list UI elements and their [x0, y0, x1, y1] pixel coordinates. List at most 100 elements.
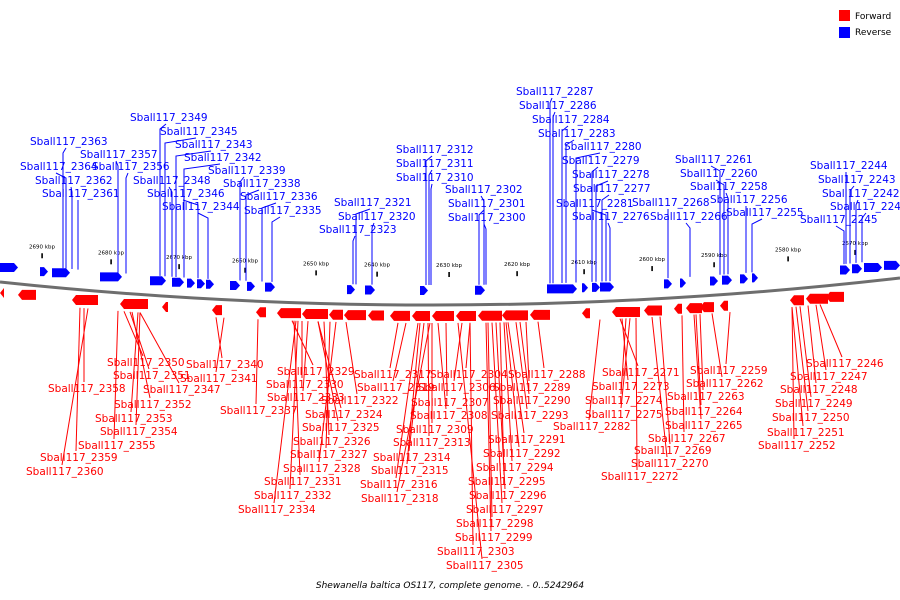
forward-gene-label[interactable]: Sball117_2306: [418, 382, 496, 394]
reverse-gene-label[interactable]: Sball117_2256: [710, 194, 788, 206]
reverse-gene-label[interactable]: Sball117_2348: [133, 175, 211, 187]
reverse-gene-label[interactable]: Sball117_2339: [208, 165, 286, 177]
reverse-gene-label[interactable]: Sball117_2283: [538, 128, 616, 140]
forward-gene-label[interactable]: Sball117_2332: [254, 490, 332, 502]
forward-gene-label[interactable]: Sball117_2291: [488, 434, 566, 446]
reverse-gene-label[interactable]: Sball117_2320: [338, 211, 416, 223]
forward-gene-label[interactable]: Sball117_2305: [446, 560, 524, 572]
forward-gene-label[interactable]: Sball117_2289: [493, 382, 571, 394]
forward-gene-label[interactable]: Sball117_2275: [585, 409, 663, 421]
forward-gene-label[interactable]: Sball117_2248: [780, 384, 858, 396]
forward-gene-label[interactable]: Sball117_2358: [48, 383, 126, 395]
reverse-gene-label[interactable]: Sball117_2300: [448, 212, 526, 224]
forward-gene-label[interactable]: Sball117_2313: [393, 437, 471, 449]
forward-gene-label[interactable]: Sball117_2298: [456, 518, 534, 530]
reverse-gene-label[interactable]: Sball117_2323: [319, 224, 397, 236]
reverse-gene-label[interactable]: Sball117_2258: [690, 181, 768, 193]
forward-gene-label[interactable]: Sball117_2360: [26, 466, 104, 478]
forward-gene-label[interactable]: Sball117_2263: [667, 391, 745, 403]
forward-gene-label[interactable]: Sball117_2354: [100, 426, 178, 438]
forward-gene-label[interactable]: Sball117_2316: [360, 479, 438, 491]
forward-gene-label[interactable]: Sball117_2318: [361, 493, 439, 505]
forward-gene-label[interactable]: Sball117_2327: [290, 449, 368, 461]
forward-gene-label[interactable]: Sball117_2328: [283, 463, 361, 475]
forward-gene-label[interactable]: Sball117_2329: [277, 366, 355, 378]
reverse-gene-label[interactable]: Sball117_2356: [92, 161, 170, 173]
forward-gene-label[interactable]: Sball117_2324: [305, 409, 383, 421]
reverse-gene-label[interactable]: Sball117_2346: [147, 188, 225, 200]
forward-gene-label[interactable]: Sball117_2271: [602, 367, 680, 379]
forward-gene-label[interactable]: Sball117_2309: [396, 424, 474, 436]
forward-gene-label[interactable]: Sball117_2340: [186, 359, 264, 371]
reverse-gene-label[interactable]: Sball117_2261: [675, 154, 753, 166]
forward-gene-label[interactable]: Sball117_2282: [553, 421, 631, 433]
forward-gene-label[interactable]: Sball117_2292: [483, 448, 561, 460]
reverse-gene-label[interactable]: Sball117_2345: [160, 126, 238, 138]
reverse-gene-label[interactable]: Sball117_2279: [562, 155, 640, 167]
forward-gene-label[interactable]: Sball117_2330: [266, 379, 344, 391]
reverse-gene-label[interactable]: Sball117_2321: [334, 197, 412, 209]
forward-gene-label[interactable]: Sball117_2299: [455, 532, 533, 544]
reverse-gene-label[interactable]: Sball117_2361: [42, 188, 120, 200]
forward-gene-label[interactable]: Sball117_2273: [592, 381, 670, 393]
reverse-gene-label[interactable]: Sball117_2362: [35, 175, 113, 187]
forward-gene-label[interactable]: Sball117_2337: [220, 405, 298, 417]
forward-gene-label[interactable]: Sball117_2259: [690, 365, 768, 377]
reverse-gene-label[interactable]: Sball117_2255: [726, 207, 804, 219]
forward-gene-label[interactable]: Sball117_2352: [114, 399, 192, 411]
forward-gene-label[interactable]: Sball117_2355: [78, 440, 156, 452]
reverse-gene-label[interactable]: Sball117_2244: [810, 160, 888, 172]
reverse-gene-label[interactable]: Sball117_2357: [80, 149, 158, 161]
forward-gene-label[interactable]: Sball117_2331: [264, 476, 342, 488]
reverse-gene-label[interactable]: Sball117_2287: [516, 86, 594, 98]
forward-gene-label[interactable]: Sball117_2334: [238, 504, 316, 516]
reverse-gene-label[interactable]: Sball117_2280: [564, 141, 642, 153]
forward-gene-label[interactable]: Sball117_2249: [775, 398, 853, 410]
forward-gene-label[interactable]: Sball117_2247: [790, 371, 868, 383]
reverse-gene-label[interactable]: Sball117_2277: [573, 183, 651, 195]
reverse-gene-label[interactable]: Sball117_2266: [650, 211, 728, 223]
forward-gene-label[interactable]: Sball117_2314: [373, 452, 451, 464]
forward-gene-label[interactable]: Sball117_2353: [95, 413, 173, 425]
reverse-gene-label[interactable]: Sball117_2311: [396, 158, 474, 170]
reverse-gene-label[interactable]: Sball117_2276: [572, 211, 650, 223]
forward-gene-label[interactable]: Sball117_2307: [411, 397, 489, 409]
reverse-gene-label[interactable]: Sball117_2281: [556, 198, 634, 210]
reverse-gene-label[interactable]: Sball117_2364: [20, 161, 98, 173]
reverse-gene-label[interactable]: Sball117_2338: [223, 178, 301, 190]
forward-gene-label[interactable]: Sball117_2270: [631, 458, 709, 470]
forward-gene-label[interactable]: Sball117_2315: [371, 465, 449, 477]
forward-gene-label[interactable]: Sball117_2288: [508, 369, 586, 381]
reverse-gene-label[interactable]: Sball117_2245: [800, 214, 878, 226]
forward-gene-label[interactable]: Sball117_2269: [634, 445, 712, 457]
reverse-gene-label[interactable]: Sball117_2286: [519, 100, 597, 112]
forward-gene-label[interactable]: Sball117_2325: [302, 422, 380, 434]
forward-gene-label[interactable]: Sball117_2308: [410, 410, 488, 422]
forward-gene-label[interactable]: Sball117_2297: [466, 504, 544, 516]
forward-gene-label[interactable]: Sball117_2262: [686, 378, 764, 390]
reverse-gene-label[interactable]: Sball117_2260: [680, 168, 758, 180]
forward-gene-label[interactable]: Sball117_2250: [772, 412, 850, 424]
forward-gene-label[interactable]: Sball117_2252: [758, 440, 836, 452]
forward-gene-label[interactable]: Sball117_2293: [491, 410, 569, 422]
forward-gene-label[interactable]: Sball117_2303: [437, 546, 515, 558]
reverse-gene-label[interactable]: Sball117_2242: [822, 188, 900, 200]
reverse-gene-label[interactable]: Sball117_2310: [396, 172, 474, 184]
forward-gene-label[interactable]: Sball117_2265: [665, 420, 743, 432]
reverse-gene-label[interactable]: Sball117_2268: [632, 197, 710, 209]
reverse-gene-label[interactable]: Sball117_2363: [30, 136, 108, 148]
forward-gene-label[interactable]: Sball117_2317: [354, 369, 432, 381]
forward-gene-label[interactable]: Sball117_2341: [180, 373, 258, 385]
forward-gene-label[interactable]: Sball117_2272: [601, 471, 679, 483]
forward-gene-label[interactable]: Sball117_2319: [357, 382, 435, 394]
forward-gene-label[interactable]: Sball117_2251: [767, 427, 845, 439]
forward-gene-label[interactable]: Sball117_2359: [40, 452, 118, 464]
forward-gene-label[interactable]: Sball117_2326: [293, 436, 371, 448]
forward-gene-label[interactable]: Sball117_2347: [143, 384, 221, 396]
forward-gene-label[interactable]: Sball117_2304: [430, 369, 508, 381]
forward-gene-label[interactable]: Sball117_2351: [113, 370, 191, 382]
forward-gene-label[interactable]: Sball117_2294: [476, 462, 554, 474]
reverse-gene-label[interactable]: Sball117_2302: [445, 184, 523, 196]
forward-gene-label[interactable]: Sball117_2296: [469, 490, 547, 502]
forward-gene-label[interactable]: Sball117_2274: [585, 395, 663, 407]
